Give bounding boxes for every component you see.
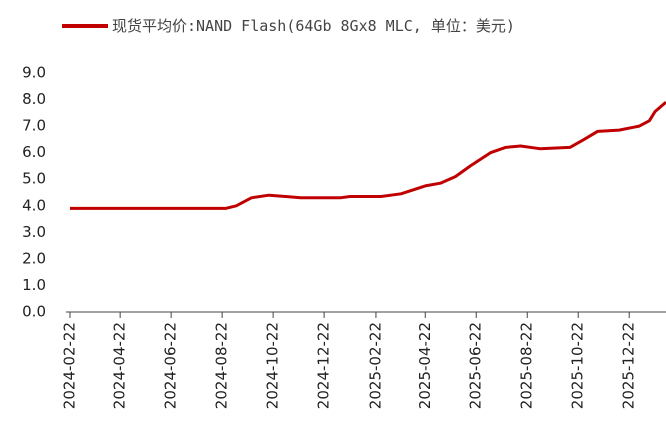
y-tick-label: 1.0 <box>22 276 46 294</box>
y-tick-label: 6.0 <box>22 143 46 161</box>
line-series <box>70 101 666 210</box>
legend-swatch <box>62 24 108 28</box>
x-tick-label: 2025-06-22 <box>467 322 485 409</box>
x-tick-label: 2024-10-22 <box>264 322 282 409</box>
y-tick-label: 7.0 <box>22 117 46 135</box>
x-tick-label: 2024-04-22 <box>111 322 129 409</box>
x-tick-label: 2024-06-22 <box>162 322 180 409</box>
y-tick-label: 9.0 <box>22 64 46 82</box>
x-tick-label: 2025-10-22 <box>569 322 587 409</box>
y-tick-label: 3.0 <box>22 223 46 241</box>
y-tick-label: 2.0 <box>22 249 46 267</box>
x-tick-label: 2025-02-22 <box>366 322 384 409</box>
x-tick-label: 2024-08-22 <box>213 322 231 409</box>
y-tick-label: 0.0 <box>22 303 46 321</box>
x-tick-label: 2024-12-22 <box>315 322 333 409</box>
x-tick-label: 2025-04-22 <box>416 322 434 409</box>
y-tick-label: 4.0 <box>22 196 46 214</box>
x-tick-label: 2025-12-22 <box>620 322 638 409</box>
x-tick-label: 2024-02-22 <box>61 322 79 409</box>
x-tick-label: 2025-08-22 <box>518 322 536 409</box>
legend: 现货平均价:NAND Flash(64Gb 8Gx8 MLC, 单位：美元) <box>62 14 662 38</box>
y-tick-label: 5.0 <box>22 170 46 188</box>
legend-label: 现货平均价:NAND Flash(64Gb 8Gx8 MLC, 单位：美元) <box>112 17 515 35</box>
y-tick-label: 8.0 <box>22 90 46 108</box>
